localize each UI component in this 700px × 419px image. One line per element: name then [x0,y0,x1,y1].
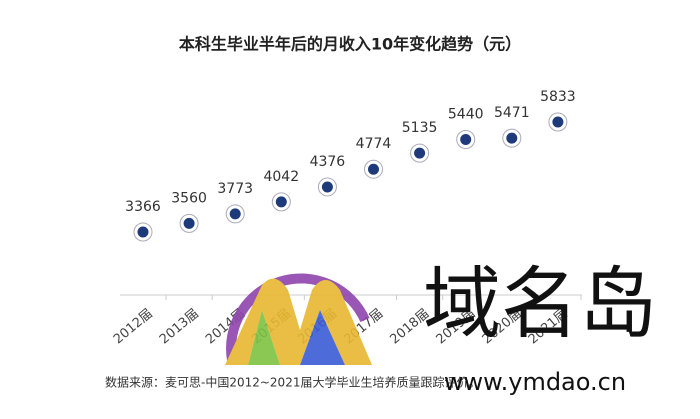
marker [368,163,379,175]
marker [137,226,149,238]
marker [414,147,426,159]
source-note: 数据来源：麦可思-中国2012~2021届大学毕业生培养质量跟踪评价。 [105,375,480,390]
logo-m-part [300,310,345,365]
marker [552,116,564,128]
marker [229,208,241,220]
data-label: 4376 [310,154,346,170]
chart-title: 本科生毕业半年后的月收入10年变化趋势（元） [179,35,521,54]
logo-m-part [248,310,280,365]
data-label: 5135 [402,120,438,136]
marker [183,217,195,229]
marker [460,134,472,146]
logo-arc [226,273,370,361]
watermark-url: www.ymdao.cn [444,368,626,396]
data-label: 4774 [356,136,392,152]
data-label: 3773 [217,181,253,197]
marker [506,132,518,144]
marker [275,196,287,208]
watermark-name: 域名岛 [423,260,657,350]
watermark-logo [225,273,372,365]
logo-m [225,278,372,365]
data-label: 3560 [171,190,207,206]
data-label: 4042 [263,169,299,185]
data-label: 5440 [448,107,484,123]
data-label: 3366 [125,199,161,215]
data-label: 5471 [494,105,530,121]
data-label: 5833 [540,89,576,105]
marker [321,181,333,193]
